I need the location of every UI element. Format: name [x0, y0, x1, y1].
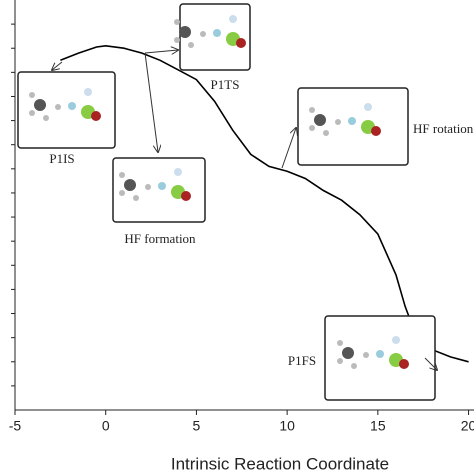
annotation: P1FS	[288, 353, 316, 368]
annotation: P1TS	[211, 77, 240, 92]
annotation: HF rotation	[413, 121, 474, 136]
x-tick-label: 20	[461, 418, 474, 434]
x-tick-label: 0	[102, 418, 110, 434]
annotation: HF formation	[124, 231, 196, 246]
x-tick-label: 15	[370, 418, 386, 434]
insets	[17, 3, 437, 401]
x-tick-label: 5	[193, 418, 201, 434]
annotation: P1IS	[49, 151, 74, 166]
x-tick-label: 10	[279, 418, 295, 434]
x-axis-label: Intrinsic Reaction Coordinate	[171, 454, 389, 473]
x-tick-label: -5	[9, 418, 22, 434]
